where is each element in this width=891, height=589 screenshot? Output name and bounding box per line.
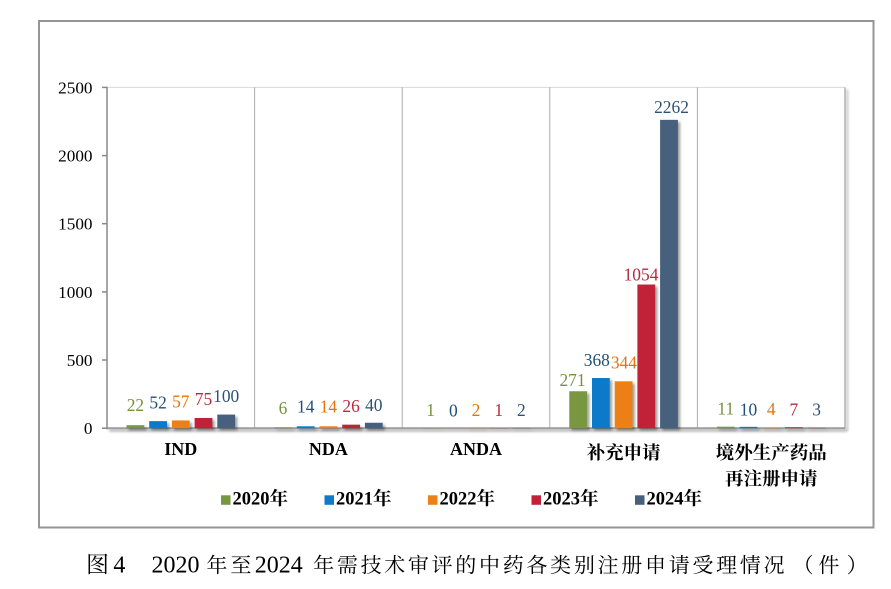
svg-text:7: 7 xyxy=(790,400,799,420)
svg-text:10: 10 xyxy=(740,399,758,419)
svg-text:344: 344 xyxy=(611,352,637,372)
svg-text:4: 4 xyxy=(113,553,125,579)
svg-text:2024: 2024 xyxy=(255,553,303,579)
svg-text:NDA: NDA xyxy=(309,439,348,459)
svg-text:368: 368 xyxy=(584,350,610,370)
svg-text:75: 75 xyxy=(195,389,213,409)
svg-text:1: 1 xyxy=(494,400,503,420)
svg-text:11: 11 xyxy=(717,399,734,419)
svg-text:4: 4 xyxy=(767,399,776,419)
svg-text:0: 0 xyxy=(449,400,458,420)
svg-text:0: 0 xyxy=(84,419,93,438)
svg-text:2000: 2000 xyxy=(58,147,92,166)
svg-text:2020: 2020 xyxy=(233,490,270,510)
svg-text:57: 57 xyxy=(172,391,190,411)
svg-text:14: 14 xyxy=(320,397,338,417)
svg-text:2: 2 xyxy=(517,400,526,420)
svg-text:3: 3 xyxy=(812,400,821,420)
svg-text:IND: IND xyxy=(164,439,197,459)
svg-text:2022: 2022 xyxy=(440,490,477,510)
svg-text:2021: 2021 xyxy=(336,490,373,510)
svg-text:1500: 1500 xyxy=(58,215,92,234)
svg-text:2023: 2023 xyxy=(543,490,580,510)
svg-text:6: 6 xyxy=(279,398,288,418)
svg-text:1: 1 xyxy=(426,400,435,420)
svg-text:1000: 1000 xyxy=(58,283,92,302)
svg-text:52: 52 xyxy=(149,392,166,412)
svg-text:26: 26 xyxy=(342,396,360,416)
svg-text:2: 2 xyxy=(472,400,481,420)
svg-text:2262: 2262 xyxy=(654,97,689,117)
svg-text:2024: 2024 xyxy=(647,490,684,510)
svg-text:14: 14 xyxy=(297,397,315,417)
svg-text:2020: 2020 xyxy=(152,553,200,579)
svg-text:100: 100 xyxy=(213,386,239,406)
svg-text:2500: 2500 xyxy=(58,78,92,97)
svg-text:271: 271 xyxy=(559,370,585,390)
svg-text:40: 40 xyxy=(365,395,383,415)
svg-text:1054: 1054 xyxy=(624,264,659,284)
svg-text:ANDA: ANDA xyxy=(450,439,502,459)
svg-text:22: 22 xyxy=(127,395,144,415)
svg-text:500: 500 xyxy=(67,351,93,370)
